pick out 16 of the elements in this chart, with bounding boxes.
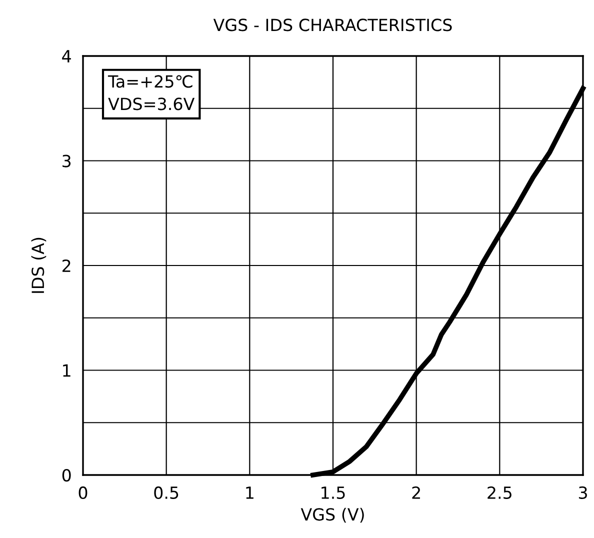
x-tick-label: 0.5 [154, 486, 178, 500]
y-tick-label: 3 [62, 154, 71, 168]
x-tick-label: 3 [578, 486, 587, 500]
y-axis-title: IDS (A) [31, 238, 46, 293]
annotation: Ta=+25℃ VDS=3.6V [108, 75, 195, 110]
x-tick-label: 1.5 [322, 486, 345, 500]
x-tick-label: 0 [78, 486, 88, 500]
y-tick-label: 0 [62, 468, 71, 482]
x-tick-label: 2.5 [488, 486, 512, 500]
x-tick-label: 2 [412, 486, 420, 499]
y-tick-label: 4 [62, 50, 71, 62]
x-axis-title: VGS (V) [300, 508, 364, 523]
chart-title: VGS - IDS CHARACTERISTICS [213, 18, 452, 32]
y-tick-label: 2 [62, 259, 70, 272]
y-tick-label: 1 [63, 364, 70, 377]
x-tick-label: 1 [246, 486, 254, 499]
